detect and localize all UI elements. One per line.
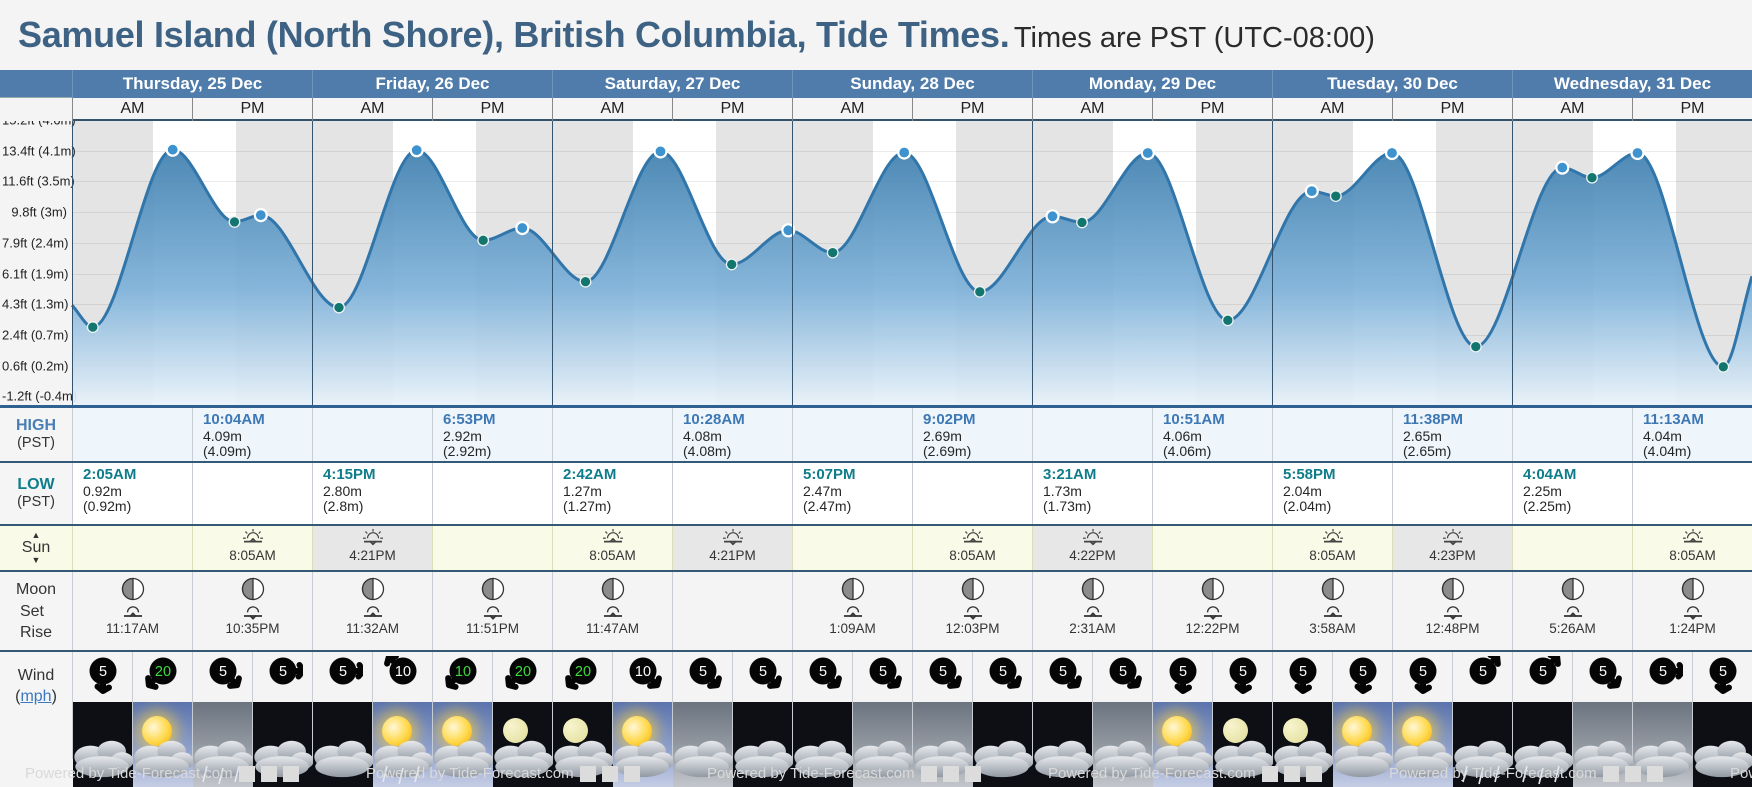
svg-text:5: 5 xyxy=(1718,664,1726,680)
svg-text:5: 5 xyxy=(1238,664,1246,680)
svg-text:5: 5 xyxy=(698,664,706,680)
svg-text:5: 5 xyxy=(758,664,766,680)
svg-text:20: 20 xyxy=(154,664,170,680)
svg-text:5: 5 xyxy=(1478,664,1486,680)
svg-text:5: 5 xyxy=(98,664,106,680)
svg-text:20: 20 xyxy=(574,664,590,680)
svg-text:5: 5 xyxy=(1058,664,1066,680)
svg-text:20: 20 xyxy=(514,664,530,680)
svg-text:5: 5 xyxy=(1358,664,1366,680)
svg-text:5: 5 xyxy=(1118,664,1126,680)
svg-text:10: 10 xyxy=(454,664,470,680)
svg-text:5: 5 xyxy=(998,664,1006,680)
svg-text:5: 5 xyxy=(1418,664,1426,680)
svg-text:5: 5 xyxy=(938,664,946,680)
svg-text:5: 5 xyxy=(338,664,346,680)
svg-text:5: 5 xyxy=(1178,664,1186,680)
svg-text:5: 5 xyxy=(1598,664,1606,680)
svg-text:10: 10 xyxy=(634,664,650,680)
svg-text:5: 5 xyxy=(278,664,286,680)
svg-text:5: 5 xyxy=(218,664,226,680)
svg-text:5: 5 xyxy=(818,664,826,680)
svg-text:5: 5 xyxy=(878,664,886,680)
svg-text:10: 10 xyxy=(394,664,410,680)
svg-text:5: 5 xyxy=(1298,664,1306,680)
svg-text:5: 5 xyxy=(1538,664,1546,680)
svg-text:5: 5 xyxy=(1658,664,1666,680)
